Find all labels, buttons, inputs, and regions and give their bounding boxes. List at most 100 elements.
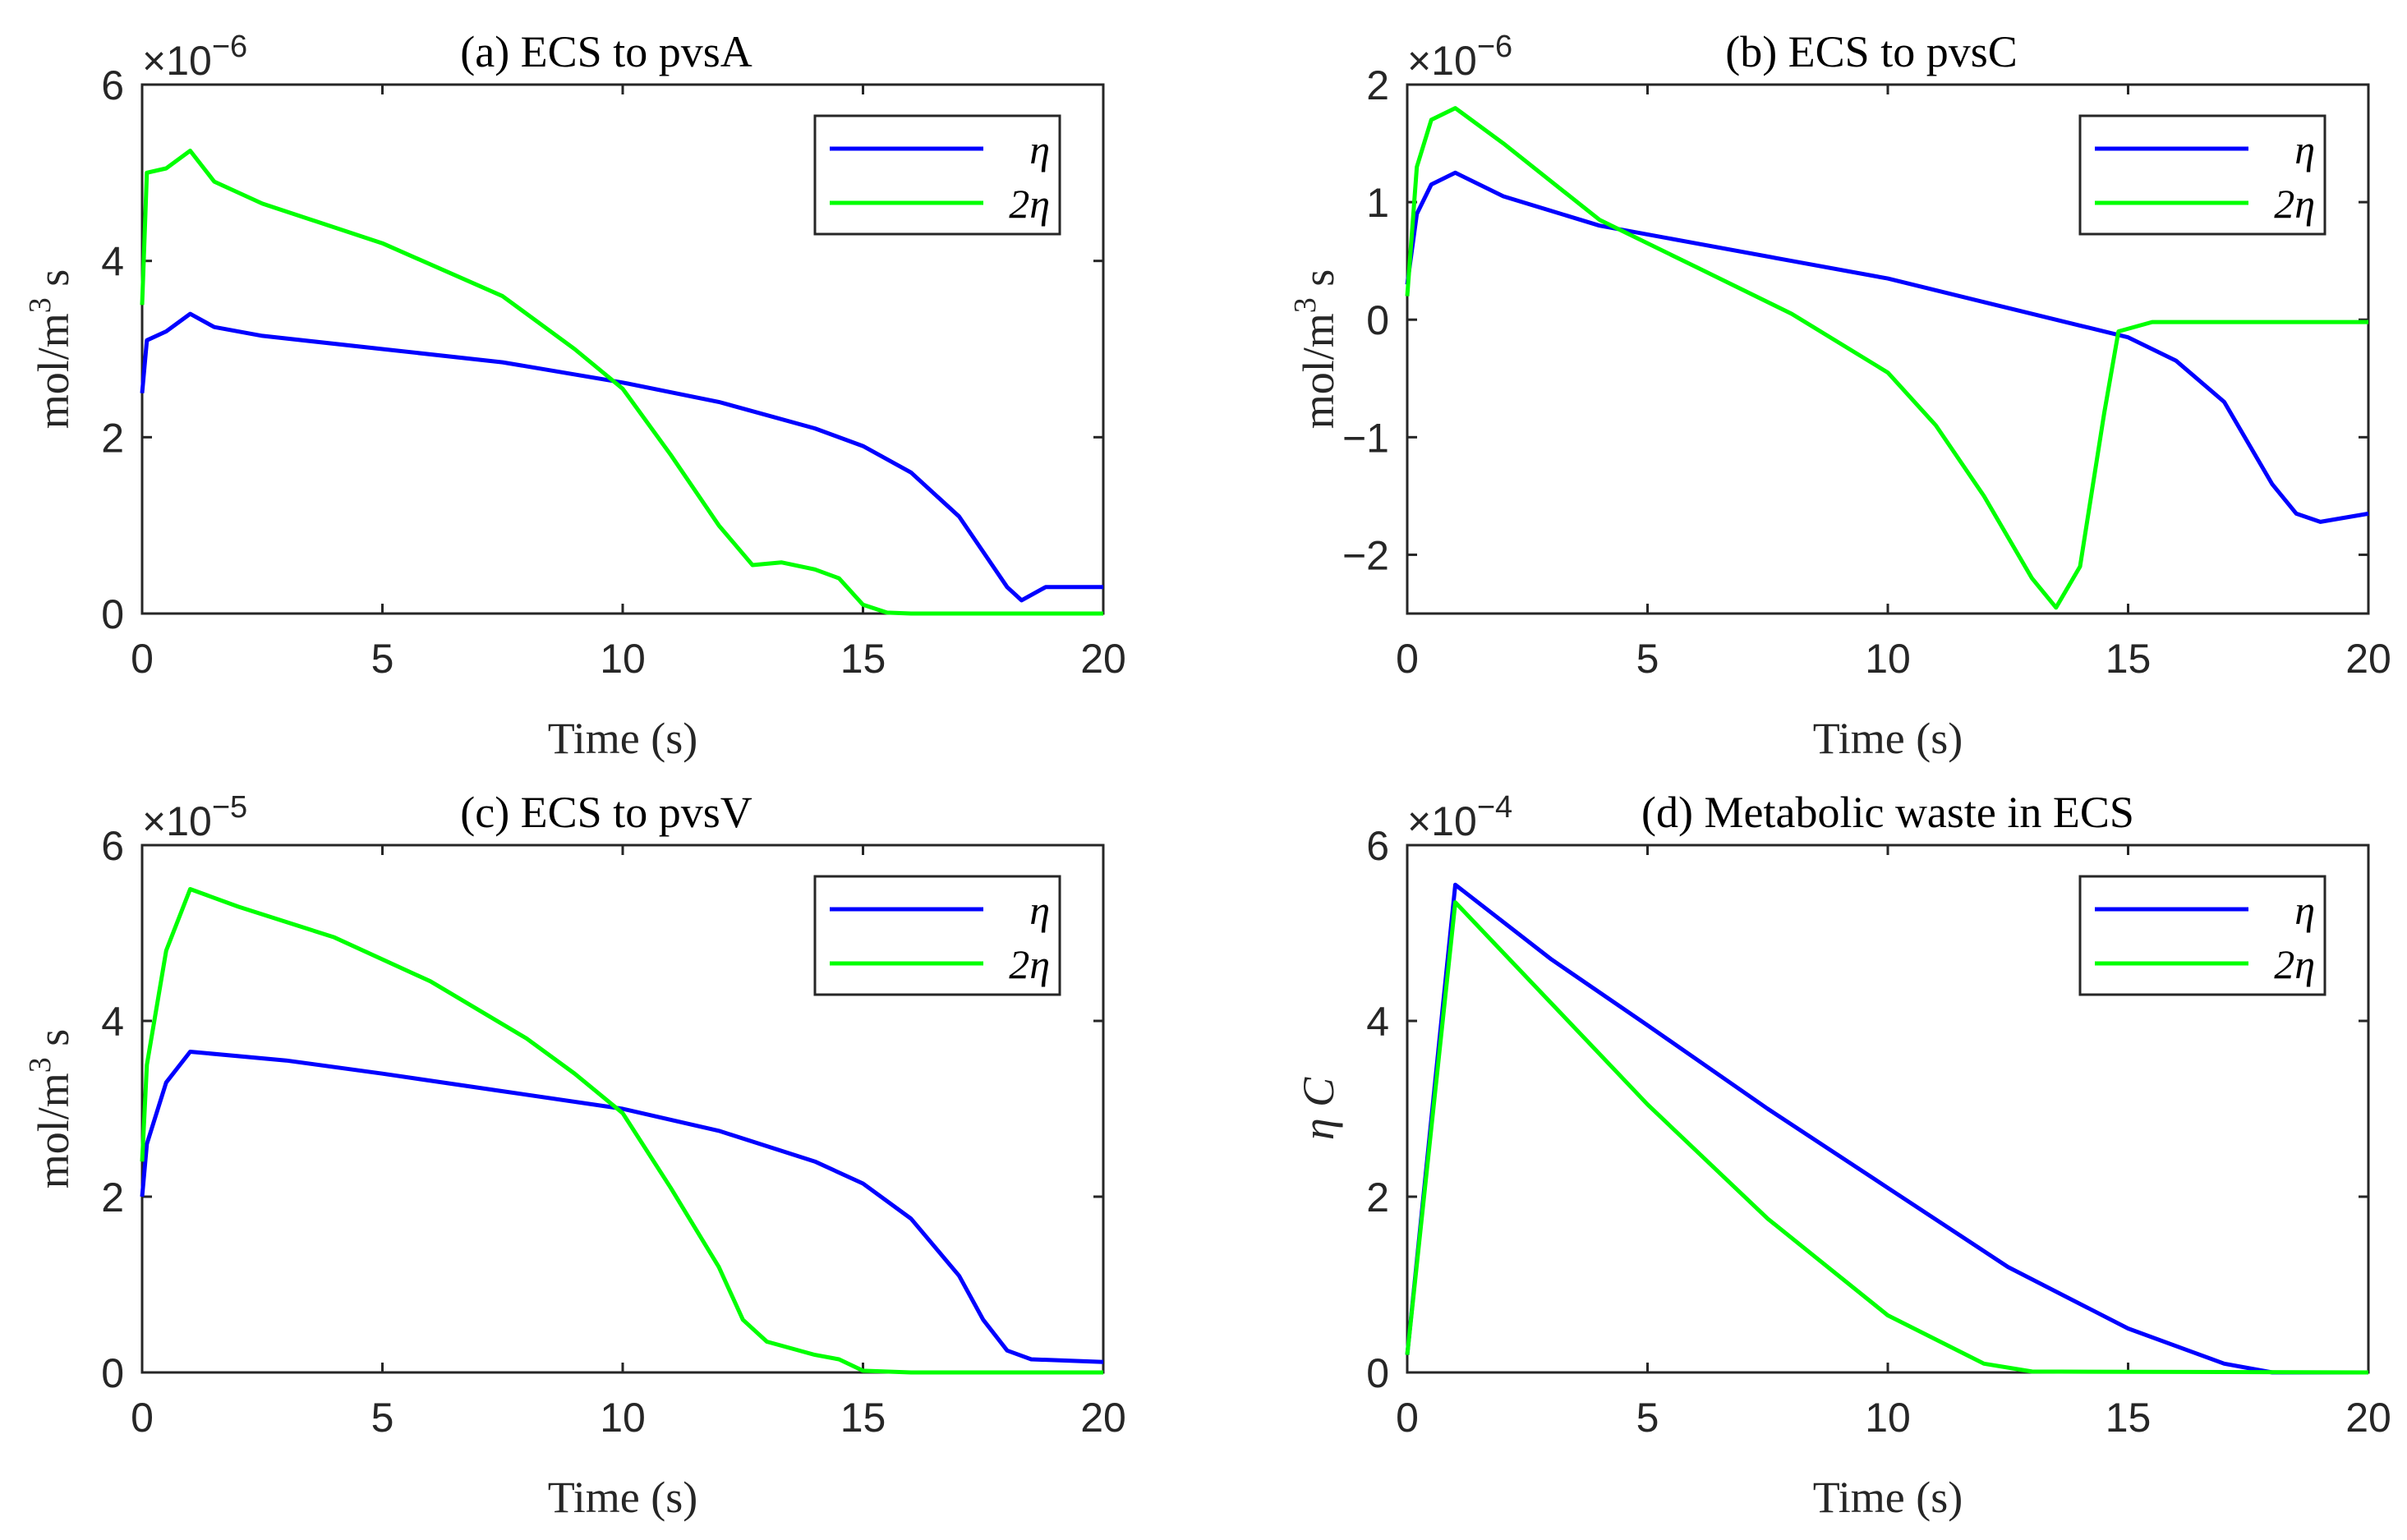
x-tick-label: 5 [1636,636,1659,682]
x-axis-label: Time (s) [548,1473,698,1522]
chart-title: (a) ECS to pvsA [460,27,752,76]
y-tick-label: 6 [101,62,124,108]
series-line-2eta [1405,106,2368,610]
x-tick-label: 5 [371,1395,394,1441]
y-tick-label: 1 [1366,180,1389,226]
exponent-power: −6 [212,30,247,64]
x-tick-label: 20 [2345,636,2391,682]
exponent-power: −4 [1477,790,1512,825]
y-tick-label: 2 [101,415,124,461]
y-axis-label: η C [1294,1077,1343,1140]
x-tick-label: 0 [131,636,154,682]
series-line-2eta [140,149,1103,616]
x-tick-label: 5 [1636,1395,1659,1441]
panel-c: 0 5 10 15 20 0 2 4 6 ×10−5 (c) ECS to pvsV Time (s)… [23,788,1126,1522]
exponent-power: −6 [1477,30,1512,64]
legend-label: 2η [1009,181,1050,227]
x-tick-label: 15 [2106,1395,2152,1441]
y-label-base: mol/m [29,1073,78,1188]
axis-exponent: ×10−6 [1407,30,1512,84]
y-tick-label: 2 [1366,1175,1389,1221]
legend: η 2η [813,114,1061,236]
legend-label: η [1029,887,1050,933]
series-line-eta [1405,170,2369,524]
y-axis-label: mol/m3 s [23,269,78,430]
legend-label: 2η [2274,181,2315,227]
legend: η 2η [2078,114,2326,236]
axis-exponent: ×10−4 [1407,790,1512,844]
series-line-2eta [140,887,1103,1375]
legend-box [2078,114,2326,236]
panel-b: 0 5 10 15 20 −2 −1 0 1 2 ×10−6 (b) ECS to pvsC Time … [1288,27,2391,763]
x-tick-label: 20 [2345,1395,2391,1441]
y-tick-label: 4 [101,239,124,285]
series-line-2eta [1405,900,2369,1375]
exponent-base: ×10 [142,38,212,84]
x-tick-label: 10 [600,636,646,682]
chart-title: (b) ECS to pvsC [1725,27,2018,76]
exponent-power: −5 [212,790,247,825]
y-label-superscript: 3 [23,297,58,313]
x-tick-label: 15 [840,636,886,682]
x-tick-label: 10 [1865,636,1911,682]
series-line-eta [1405,882,2368,1375]
y-tick-label: 6 [1366,823,1389,869]
exponent-base: ×10 [1407,38,1477,84]
y-tick-label: 2 [1366,62,1389,108]
y-axis-label: mol/m3 s [1288,269,1343,430]
exponent-base: ×10 [142,798,212,844]
series-line-eta [140,1050,1104,1364]
y-tick-label: 0 [1366,297,1389,343]
y-label-tail: s [1294,269,1343,298]
x-tick-label: 20 [1080,636,1126,682]
y-label-tail: s [29,1029,78,1058]
x-tick-label: 10 [1865,1395,1911,1441]
legend: η 2η [2078,875,2326,996]
chart-title: (c) ECS to pvsV [460,788,752,837]
y-tick-label: −1 [1342,415,1389,461]
y-label-base: mol/m [1294,313,1343,429]
legend-label: η [2294,887,2315,933]
legend: η 2η [813,875,1061,996]
legend-label: η [2294,126,2315,172]
x-tick-label: 15 [840,1395,886,1441]
x-tick-label: 20 [1080,1395,1126,1441]
y-tick-label: 0 [1366,1350,1389,1396]
y-tick-label: 0 [101,591,124,637]
x-tick-label: 10 [600,1395,646,1441]
y-label-tail: s [29,269,78,298]
y-label-base: mol/m [29,313,78,429]
legend-box [813,875,1061,996]
y-tick-label: −2 [1342,532,1389,578]
legend-box [2078,875,2326,996]
axis-exponent: ×10−6 [142,30,247,84]
legend-label: η [1029,126,1050,172]
y-axis-label: mol/m3 s [23,1029,78,1189]
y-label-superscript: 3 [1288,297,1323,313]
y-tick-label: 6 [101,823,124,869]
y-tick-label: 4 [1366,999,1389,1045]
x-tick-label: 5 [371,636,394,682]
x-axis-label: Time (s) [1813,714,1963,763]
x-axis-label: Time (s) [548,714,698,763]
legend-label: 2η [2274,941,2315,987]
y-label-superscript: 3 [23,1057,58,1073]
panel-a: 0 5 10 15 20 0 2 4 6 ×10−6 (a) ECS to pvsA Time (s)… [23,27,1126,763]
x-axis-label: Time (s) [1813,1473,1963,1522]
legend-label: 2η [1009,941,1050,987]
chart-title: (d) Metabolic waste in ECS [1641,788,2134,837]
axis-exponent: ×10−5 [142,790,247,844]
y-tick-label: 2 [101,1175,124,1221]
y-tick-label: 0 [101,1350,124,1396]
x-tick-label: 0 [1396,1395,1419,1441]
legend-box [813,114,1061,236]
panel-d: 0 5 10 15 20 0 2 4 6 ×10−4 (d) Metabolic waste in … [1294,788,2391,1522]
x-tick-label: 0 [131,1395,154,1441]
series-line-eta [140,311,1103,603]
x-tick-label: 15 [2106,636,2152,682]
y-label-base: η C [1294,1077,1343,1140]
exponent-base: ×10 [1407,798,1477,844]
y-tick-label: 4 [101,999,124,1045]
x-tick-label: 0 [1396,636,1419,682]
